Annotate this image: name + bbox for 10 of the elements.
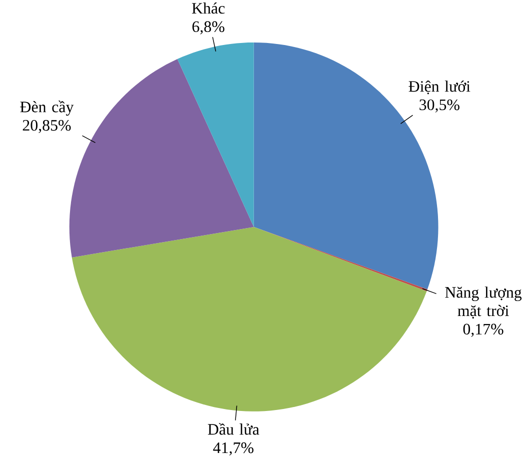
data-label: 20,85% <box>22 120 71 134</box>
slice-label: Năng lượng mặt trời <box>445 286 522 319</box>
data-label: 30,5% <box>420 99 460 113</box>
slice-label: Đèn cầy <box>20 100 74 116</box>
data-label: 41,7% <box>213 442 254 456</box>
data-label: 0,17% <box>463 324 504 337</box>
slice-label: Dầu lửa <box>208 423 260 435</box>
slice-label: Điện lưới <box>408 80 470 94</box>
data-label: 6,8% <box>192 21 224 34</box>
slice-label: Khác <box>192 2 225 14</box>
